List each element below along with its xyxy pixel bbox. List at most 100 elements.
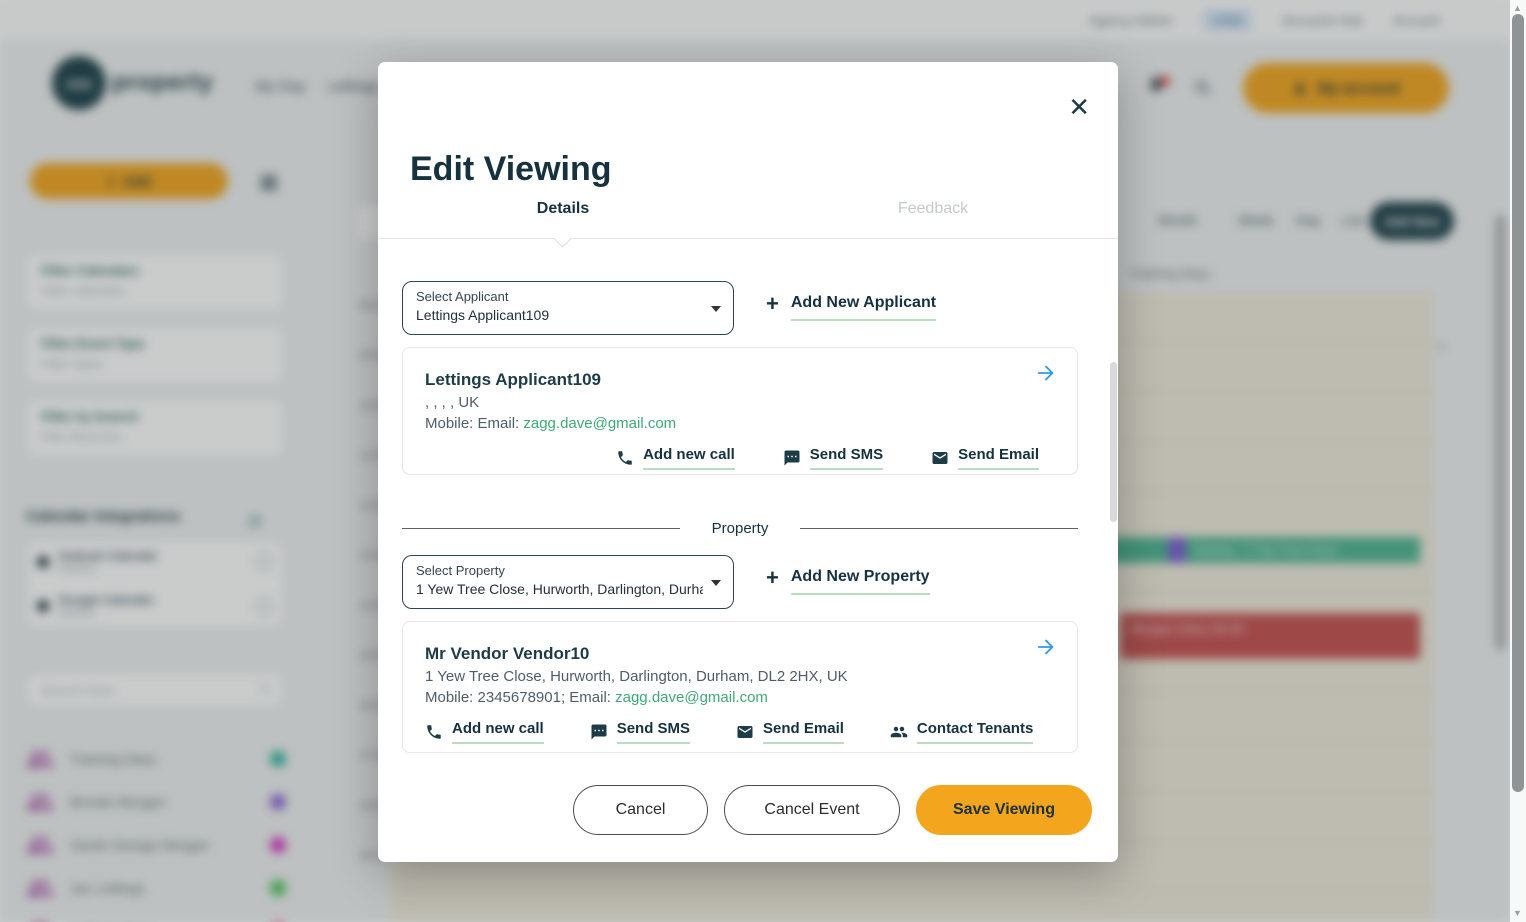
legend-row[interactable]: Sarah George Morgan (26, 828, 286, 862)
contact-prefix: Mobile: Email: (425, 415, 524, 432)
legend-label: Brooke Morgan (70, 794, 166, 810)
plus-icon: + (766, 291, 779, 316)
sidebar-add-button[interactable]: + Add (30, 163, 228, 199)
people-icon (27, 793, 53, 811)
filter-branch-placeholder: Filter Branches (41, 430, 122, 444)
add-new-applicant-button[interactable]: + Add New Applicant (766, 291, 937, 321)
select-applicant-dropdown[interactable]: Select Applicant Lettings Applicant109 (402, 281, 734, 335)
outlook-toggle[interactable] (255, 553, 273, 571)
add-new-property-label: Add New Property (790, 568, 930, 595)
filter-event-type-label: Filter Event Type (41, 336, 145, 351)
select-property-dropdown[interactable]: Select Property 1 Yew Tree Close, Hurwor… (402, 555, 734, 609)
tab-divider (378, 238, 1118, 239)
outlook-icon (37, 556, 49, 568)
view-day-button[interactable]: Day (1296, 212, 1321, 228)
view-week-button[interactable]: Week (1238, 212, 1274, 228)
select-applicant-value: Lettings Applicant109 (416, 307, 550, 323)
people-group-icon (890, 726, 908, 738)
applicant-email-link[interactable]: zagg.dave@gmail.com (523, 415, 677, 432)
scrollbar-up-arrow-icon[interactable]: ▲ (1513, 3, 1522, 13)
people-icon (27, 750, 53, 768)
chevron-down-icon (711, 306, 721, 312)
nav-item-my-day[interactable]: My Day (255, 78, 306, 95)
integrations-card: Outlook Calendar Inactive Google Calenda… (26, 540, 284, 628)
my-account-button[interactable]: My account (1243, 63, 1449, 113)
add-new-call-label: Add new call (643, 446, 735, 470)
sms-icon (591, 724, 607, 740)
filter-calendars-label: Filter Calendars (41, 263, 140, 278)
app-logo[interactable]: sme property (52, 56, 213, 110)
legend-label: Jac Lettings (70, 880, 145, 896)
open-record-arrow-icon[interactable] (1035, 362, 1057, 384)
integration-status: Inactive (58, 607, 96, 619)
topbar-link-2[interactable]: CRM (1202, 8, 1253, 32)
tab-feedback[interactable]: Feedback (897, 200, 969, 217)
send-sms-button[interactable]: Send SMS (783, 446, 884, 470)
sidebar-search-input[interactable]: Search Here (26, 672, 284, 708)
page-scrollbar[interactable]: ▲ ▼ (1510, 0, 1526, 922)
legend-row[interactable]: Training Diary (26, 742, 286, 776)
vendor-email-link[interactable]: zagg.dave@gmail.com (615, 689, 768, 706)
sidebar-add-label: Add (123, 173, 151, 189)
send-email-label: Send Email (763, 720, 844, 744)
view-list-button[interactable]: List (1342, 212, 1364, 228)
integration-row-google[interactable]: Google Calendar Inactive (37, 593, 273, 619)
google-toggle[interactable] (255, 597, 273, 615)
close-icon[interactable]: ✕ (1068, 92, 1090, 122)
search-icon[interactable] (1193, 78, 1213, 103)
legend-color-dot (270, 751, 286, 767)
open-record-arrow-icon[interactable] (1035, 636, 1057, 658)
add-new-property-button[interactable]: + Add New Property (766, 565, 930, 595)
legend-color-dot (270, 794, 286, 810)
applicant-contact: Mobile: Email: zagg.dave@gmail.com (425, 415, 1053, 432)
phone-icon (427, 725, 441, 739)
cancel-button[interactable]: Cancel (573, 785, 708, 835)
topbar-link-3[interactable]: Accounts Hub (1282, 12, 1364, 28)
calendar-add-new-button[interactable]: Add New (1370, 202, 1454, 240)
topbar-link-1[interactable]: Agency Admin (1089, 12, 1173, 28)
vendor-name: Mr Vendor Vendor10 (425, 644, 590, 663)
send-sms-button[interactable]: Send SMS (590, 720, 691, 744)
modal-title: Edit Viewing (410, 150, 612, 188)
nav-item-lettings[interactable]: Lettings (327, 78, 380, 95)
add-new-call-button[interactable]: Add new call (616, 446, 735, 470)
plus-icon: + (766, 565, 779, 590)
phone-icon (618, 451, 632, 465)
modal-scrollbar-thumb[interactable] (1110, 362, 1117, 522)
legend-row[interactable]: Jac Lettings (26, 871, 286, 905)
scroll-up-chevron-icon[interactable]: ▲ (1436, 340, 1447, 352)
view-month-button[interactable]: Month (1158, 212, 1197, 228)
send-email-button[interactable]: Send Email (736, 720, 844, 744)
tab-details[interactable]: Details (536, 200, 590, 217)
send-sms-label: Send SMS (809, 446, 884, 470)
add-new-call-button[interactable]: Add new call (425, 720, 544, 744)
notifications-bell-icon[interactable] (1146, 74, 1166, 100)
calendar-view-icon[interactable]: ▦ (259, 170, 279, 193)
cancel-event-button[interactable]: Cancel Event (724, 785, 900, 835)
people-icon (27, 879, 53, 897)
refresh-icon[interactable]: ⟳ (248, 512, 264, 532)
logo-wordmark: property (112, 69, 214, 96)
scrollbar-thumb[interactable] (1512, 14, 1524, 792)
send-email-button[interactable]: Send Email (931, 446, 1039, 470)
calendar-scrollbar[interactable] (1496, 215, 1505, 650)
edit-viewing-modal: Edit Viewing ✕ Details Feedback Select A… (378, 62, 1118, 862)
sms-icon (784, 450, 800, 466)
scrollbar-down-arrow-icon[interactable]: ▼ (1513, 908, 1522, 918)
calendar-event-red[interactable]: Morgan Diary 09:30 (1120, 613, 1420, 659)
legend-row[interactable]: Brooke Morgan (26, 785, 286, 819)
topbar-link-4[interactable]: Account (1393, 12, 1440, 28)
integration-row-outlook[interactable]: Outlook Calendar Inactive (37, 549, 273, 575)
filter-event-type-card[interactable]: Filter Event Type Filter Types (26, 326, 284, 384)
divider-line (800, 528, 1079, 529)
people-icon (27, 836, 53, 854)
filter-calendars-placeholder: Filter Calendars (41, 284, 126, 298)
modal-tabs: Details Feedback (378, 200, 1118, 234)
save-viewing-button[interactable]: Save Viewing (916, 785, 1092, 835)
filter-calendars-card[interactable]: Filter Calendars Filter Calendars (26, 253, 284, 311)
filter-branch-card[interactable]: Filter by branch Filter Branches (26, 399, 284, 457)
filter-branch-label: Filter by branch (41, 409, 139, 424)
my-account-label: My account (1317, 79, 1401, 97)
contact-tenants-button[interactable]: Contact Tenants (890, 720, 1034, 744)
